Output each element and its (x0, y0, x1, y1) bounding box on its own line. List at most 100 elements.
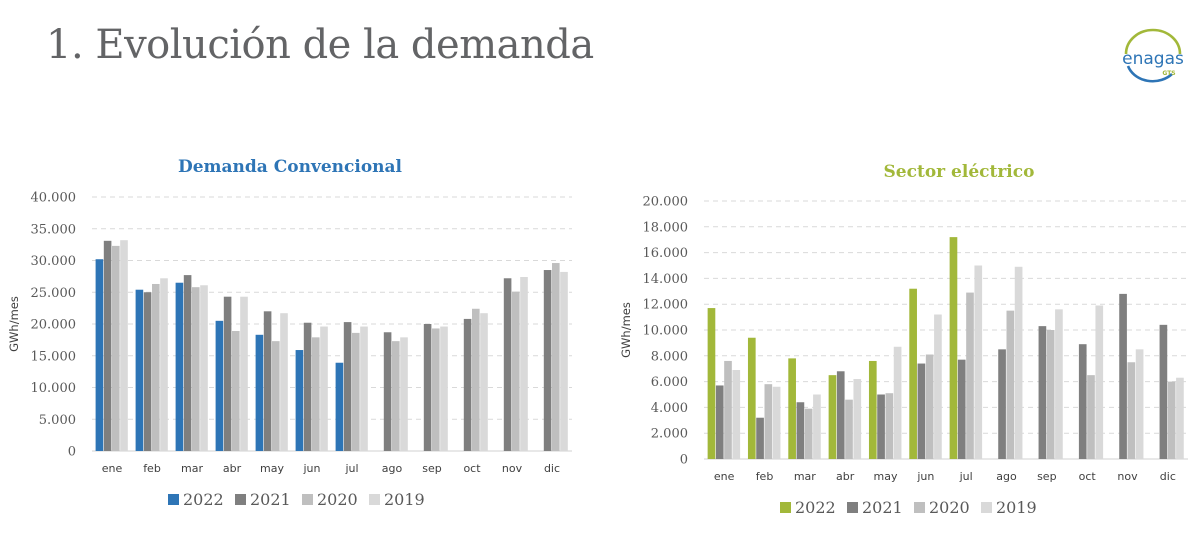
bar-2020-mar (804, 408, 813, 459)
x-tick-label: abr (223, 462, 242, 475)
y-tick-label: 16.000 (643, 246, 689, 261)
bar-2021-may (263, 311, 272, 451)
enagas-logo-icon: enagas GTS (1122, 28, 1184, 83)
bar-2021-ene (715, 385, 724, 459)
bar-2020-nov (512, 291, 520, 451)
x-tick-label: jul (959, 470, 973, 483)
bar-2022-jun (295, 350, 304, 451)
chart-sector-electrico-svg: Sector eléctrico 0 2.000 4.000 6.000 8.000 10.… (619, 162, 1188, 517)
bar-2020-may (885, 393, 894, 459)
bar-2022-may (868, 360, 877, 459)
bar-2019-feb (772, 386, 781, 459)
bar-2020-jul (352, 332, 360, 451)
bar-2020-dic (1167, 381, 1176, 459)
logo-subtext: GTS (1162, 70, 1175, 77)
x-tick-label: mar (794, 470, 816, 483)
x-tick-label: nov (502, 462, 523, 475)
bar-2021-sep (1038, 326, 1047, 459)
bar-2019-oct (1095, 305, 1104, 459)
bar-2019-jun (934, 314, 942, 459)
bar-2021-ago (383, 332, 392, 451)
bar-2022-feb (747, 337, 756, 459)
bar-2021-dic (1159, 324, 1168, 459)
y-tick-label: 10.000 (31, 381, 77, 396)
bar-2020-abr (232, 330, 240, 451)
bar-2021-jun (303, 322, 312, 451)
y-tick-label: 35.000 (31, 222, 77, 237)
y-tick-label: 18.000 (643, 220, 689, 235)
x-tick-label: jul (344, 462, 358, 475)
page-title: 1. Evolución de la demanda (46, 22, 594, 68)
y-tick-label: 0 (68, 445, 76, 460)
bar-2019-nov (520, 277, 528, 451)
logo-text: enagas (1122, 49, 1184, 69)
legend-swatch-2022 (780, 502, 791, 513)
bar-2022-jul (335, 362, 344, 451)
y-tick-label: 4.000 (651, 401, 688, 416)
bar-2021-nov (503, 278, 512, 451)
bar-2022-mar (175, 282, 184, 451)
bar-2021-oct (1078, 344, 1087, 459)
bar-2022-feb (135, 289, 144, 451)
bar-2022-jul (949, 237, 958, 459)
bar-2020-ene (724, 360, 732, 459)
bar-2019-ene (120, 240, 128, 451)
chart-demanda-convencional-svg: Demanda Convencional 0 5.000 10.000 15.000 20… (7, 157, 572, 509)
chart-demanda-convencional: Demanda Convencional 0 5.000 10.000 15.000 20… (0, 150, 600, 530)
bar-2021-feb (756, 417, 764, 459)
chart-sector-electrico: Sector eléctrico 0 2.000 4.000 6.000 8.000 10.… (600, 150, 1200, 543)
x-tick-label: dic (1160, 470, 1176, 483)
bar-2019-abr (240, 296, 248, 451)
bar-2021-jul (957, 359, 966, 459)
bar-2020-dic (552, 263, 560, 451)
bar-2020-oct (1087, 375, 1095, 459)
y-tick-label: 14.000 (643, 272, 689, 287)
bar-2019-dic (560, 271, 568, 451)
bar-2019-feb (160, 278, 168, 451)
bar-2021-mar (796, 402, 805, 459)
bar-2020-jun (925, 354, 934, 459)
bar-2022-ene (95, 259, 104, 451)
x-tick-label: may (260, 462, 284, 475)
enagas-logo: enagas GTS (1118, 28, 1188, 90)
bar-2019-ago (1014, 266, 1023, 459)
x-tick-label: ago (996, 470, 1017, 483)
x-tick-label: ago (382, 462, 403, 475)
bar-2021-feb (143, 292, 152, 451)
bar-2020-mar (192, 287, 200, 451)
x-tick-label: ene (714, 470, 735, 483)
x-tick-label: oct (1079, 470, 1097, 483)
x-tick-label: nov (1117, 470, 1138, 483)
bar-2019-may (893, 346, 902, 459)
bar-2020-ene (112, 245, 120, 451)
legend-label-2020: 2020 (929, 498, 970, 517)
bar-2021-oct (463, 318, 472, 451)
y-tick-label: 10.000 (643, 324, 689, 339)
y-tick-label: 0 (680, 453, 688, 468)
legend-label-2022: 2022 (183, 490, 224, 509)
legend-swatch-2022 (168, 494, 179, 505)
bar-2022-may (255, 334, 264, 451)
bar-2019-sep (440, 326, 448, 451)
legend-label-2019: 2019 (384, 490, 425, 509)
y-axis-title: GWh/mes (619, 302, 633, 358)
bar-2019-jul (360, 326, 368, 451)
bar-2022-abr (828, 375, 837, 459)
x-tick-label: sep (1037, 470, 1056, 483)
bar-2019-ene (732, 369, 741, 459)
bar-2021-mar (183, 275, 192, 451)
bar-2020-ago (1006, 310, 1015, 459)
bar-2019-jul (974, 265, 983, 459)
bar-2019-mar (200, 285, 208, 451)
bar-2022-jun (909, 288, 917, 459)
y-tick-label: 15.000 (31, 349, 77, 364)
y-tick-label: 6.000 (651, 375, 688, 390)
legend-swatch-2020 (302, 494, 313, 505)
logo-arc-top (1124, 28, 1182, 55)
bar-2021-ene (103, 240, 112, 451)
legend-swatch-2019 (981, 502, 992, 513)
bar-2019-may (280, 313, 288, 451)
legend-label-2020: 2020 (317, 490, 358, 509)
bar-2022-mar (788, 358, 796, 459)
bar-2021-abr (836, 371, 845, 459)
